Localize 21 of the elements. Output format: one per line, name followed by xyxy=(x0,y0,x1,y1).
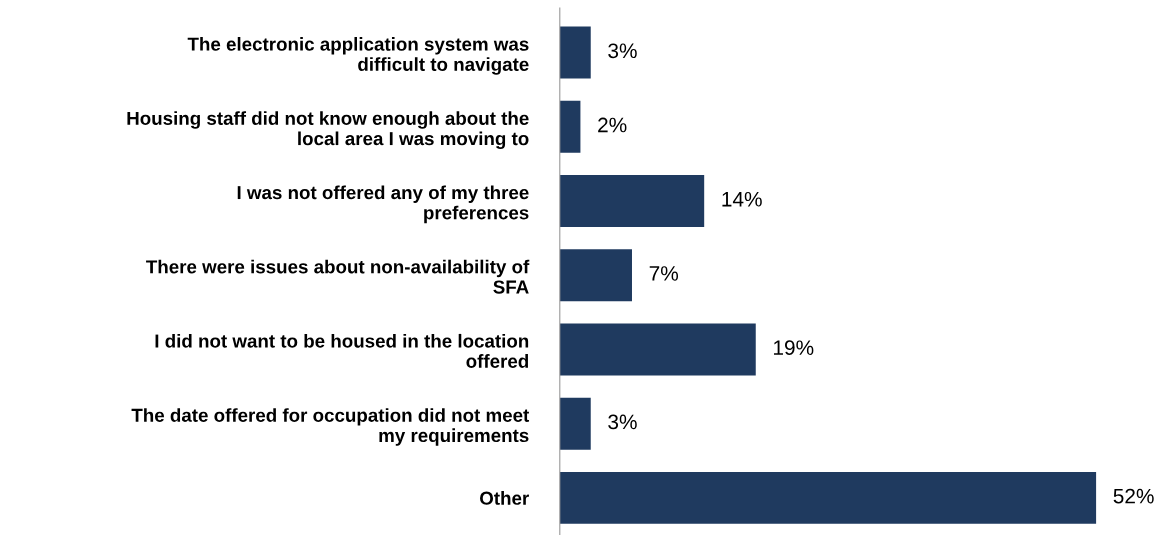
y-tick-label: I did not want to be housed in the location offered xyxy=(155,333,529,368)
bar xyxy=(559,471,1097,524)
bar xyxy=(559,249,632,302)
y-tick-label: The electronic application system was difficult to navigate xyxy=(187,37,529,75)
y-tick-label: There were issues about non-availability of SFA xyxy=(146,259,530,294)
y-tick-label: Housing staff did not know enough about the local area I was moving to xyxy=(127,111,529,150)
bar xyxy=(559,397,591,450)
data-label: 2% xyxy=(598,117,627,133)
data-label: 14% xyxy=(722,191,762,207)
data-label: 52% xyxy=(1113,488,1154,504)
data-label: 3% xyxy=(608,43,637,59)
bar xyxy=(559,175,705,227)
data-label: 3% xyxy=(608,414,637,430)
data-label: 7% xyxy=(649,266,679,281)
bar xyxy=(559,26,591,79)
bar xyxy=(559,100,581,153)
bar xyxy=(559,323,756,376)
y-tick-label: The date offered for occupation did not meet my requirements xyxy=(131,408,530,446)
y-tick-label: I was not offered any of my three preferences xyxy=(237,185,529,224)
y-tick-label: Other xyxy=(480,491,529,505)
data-label: 19% xyxy=(774,340,814,356)
